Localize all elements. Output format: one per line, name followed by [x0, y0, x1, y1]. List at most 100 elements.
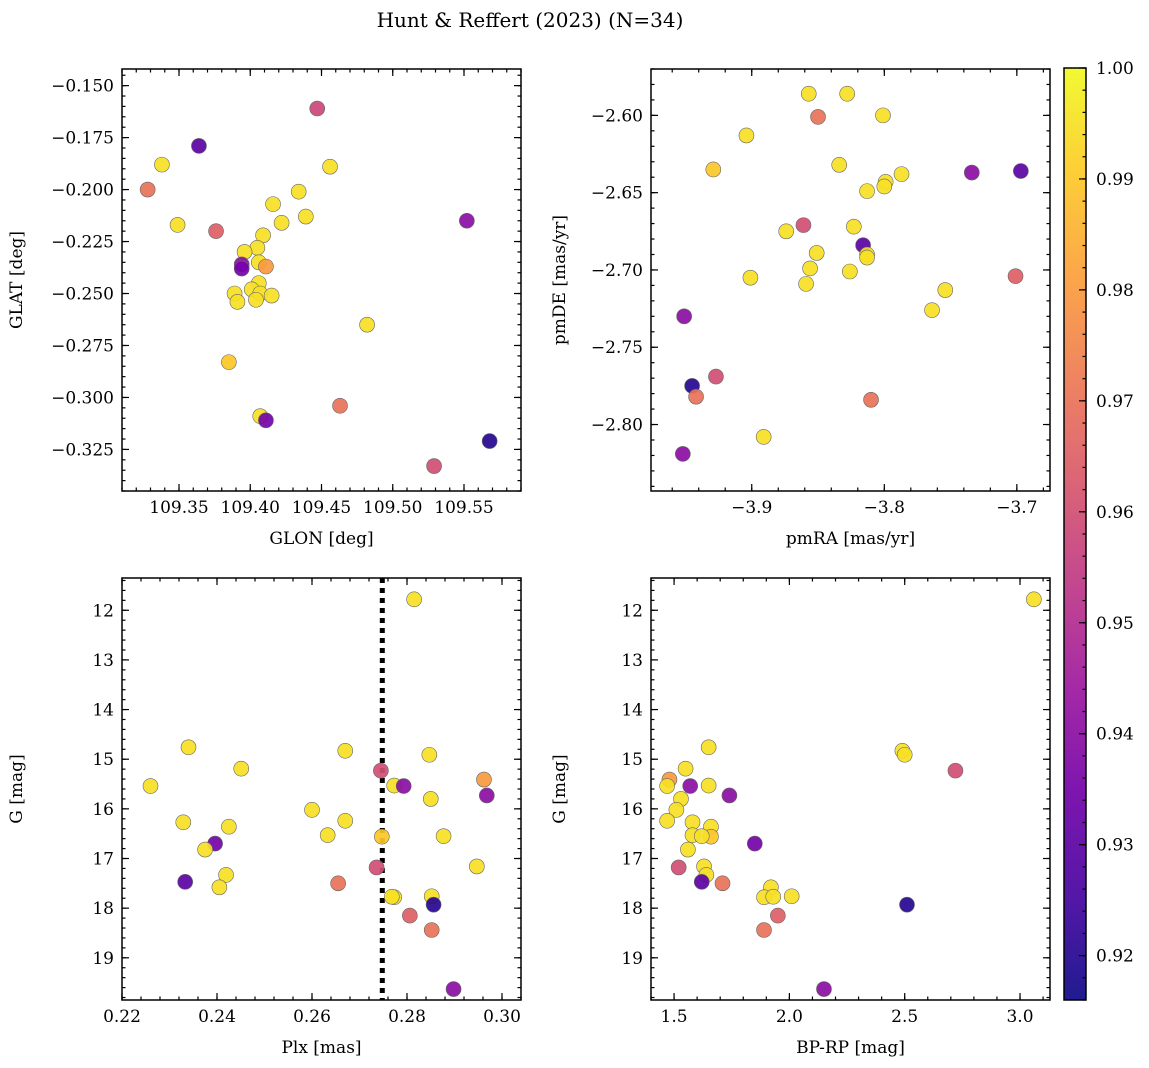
data-point [191, 138, 207, 154]
data-point [383, 888, 400, 905]
y-tick-label: 17 [621, 850, 643, 870]
data-point [1007, 268, 1024, 284]
data-point [469, 858, 485, 875]
y-tick-label: 13 [92, 651, 114, 671]
data-point [808, 245, 825, 261]
data-point [893, 166, 910, 182]
data-point [700, 739, 717, 756]
x-tick-label: −3.7 [996, 498, 1037, 518]
data-point [947, 762, 964, 779]
y-tick-label: −2.70 [591, 261, 643, 281]
y-tick-label: 15 [92, 750, 114, 770]
x-tick-label: −3.8 [864, 498, 905, 518]
data-point [373, 762, 389, 779]
data-point [924, 302, 940, 318]
colorbar-tick-label: 0.96 [1096, 503, 1134, 523]
colorbar-tick-label: 0.97 [1096, 392, 1134, 412]
data-point [708, 368, 724, 385]
colorbar-gradient [1064, 68, 1086, 1000]
data-point [233, 260, 250, 277]
data-point [810, 109, 826, 125]
x-tick-label: 0.22 [103, 1007, 141, 1027]
x-tick-label: 109.35 [149, 498, 208, 518]
x-tick-label: 3.0 [1006, 1007, 1033, 1027]
data-point [211, 879, 228, 896]
data-point [298, 208, 314, 225]
colorbar-tick-label: 0.95 [1096, 614, 1134, 634]
y-tick-label: −2.60 [591, 106, 643, 126]
panel-pmra-pmde: −3.9 −3.8 −3.7 −2.80 −2.75 −2.70 −2.65 −2.60 pmR… [550, 68, 1051, 549]
y-tick-label: −2.75 [591, 338, 643, 358]
data-point [218, 867, 234, 883]
data-point [770, 907, 786, 924]
data-point [208, 223, 224, 239]
colorbar-tick-label: 0.94 [1096, 725, 1134, 745]
data-point [800, 85, 817, 102]
data-point [700, 777, 717, 794]
data-point [406, 591, 422, 608]
colorbar-tick-label: 0.99 [1096, 170, 1134, 190]
x-tick-label: 0.28 [388, 1007, 426, 1027]
y-tick-label: −0.200 [51, 181, 114, 201]
y-tick-label: 14 [621, 701, 643, 721]
data-point [263, 287, 280, 304]
data-point [680, 841, 696, 858]
data-point [802, 260, 818, 277]
y-tick-label: −0.175 [51, 129, 114, 149]
data-point [816, 981, 832, 997]
x-tick-label: 2.5 [891, 1007, 918, 1027]
plot-frame [650, 68, 1051, 492]
data-point [139, 181, 156, 198]
data-point [248, 291, 264, 308]
x-tick-label: 109.50 [363, 498, 422, 518]
data-point [875, 107, 891, 124]
data-point [677, 760, 694, 777]
data-point [319, 827, 336, 843]
data-point [876, 178, 893, 195]
y-tick-label: 18 [621, 899, 643, 919]
data-point [258, 412, 274, 429]
data-point [258, 258, 274, 275]
data-point [659, 812, 675, 829]
data-point [839, 85, 855, 102]
data-point [426, 458, 442, 474]
y-tick-label: 16 [621, 800, 643, 820]
panels: 109.35 109.40 109.45 109.50 109.55 −0.325 −0.3… [7, 68, 1051, 1058]
data-point [421, 746, 438, 763]
y-tick-label: −0.275 [51, 336, 114, 356]
data-point [402, 907, 418, 924]
data-point [721, 787, 738, 804]
data-point [756, 922, 772, 938]
data-point [693, 828, 710, 844]
data-point [798, 276, 814, 292]
y-tick-label: −0.325 [51, 440, 114, 460]
data-point [368, 859, 385, 876]
data-point [177, 874, 193, 890]
data-point [359, 316, 375, 333]
plot-frame [121, 577, 522, 1001]
y-tick-label: −0.225 [51, 233, 114, 253]
y-tick-label: −0.300 [51, 388, 114, 408]
data-point [1013, 163, 1029, 179]
data-point [668, 802, 685, 818]
x-axis-label: Plx [mas] [281, 1038, 361, 1058]
x-tick-label: 1.5 [661, 1007, 688, 1027]
y-tick-label: 12 [621, 601, 643, 621]
data-point [229, 294, 246, 310]
data-point [459, 212, 475, 229]
data-point [265, 196, 281, 212]
data-point [435, 828, 452, 844]
figure-title: Hunt & Reffert (2023) (N=34) [377, 8, 684, 32]
data-point [180, 739, 197, 756]
x-axis-label: GLON [deg] [269, 529, 373, 549]
colorbar-tick-label: 0.93 [1096, 836, 1134, 856]
data-point [831, 157, 848, 173]
data-point [746, 835, 763, 852]
y-tick-label: 13 [621, 651, 643, 671]
data-point [863, 391, 879, 408]
y-axis-label: pmDE [mas/yr] [550, 215, 570, 345]
colorbar: 0.92 0.93 0.94 0.95 0.96 0.97 0.98 0.99 1.00 [1063, 59, 1134, 1001]
y-tick-label: 14 [92, 701, 114, 721]
data-point [670, 859, 687, 876]
data-point [221, 354, 237, 370]
